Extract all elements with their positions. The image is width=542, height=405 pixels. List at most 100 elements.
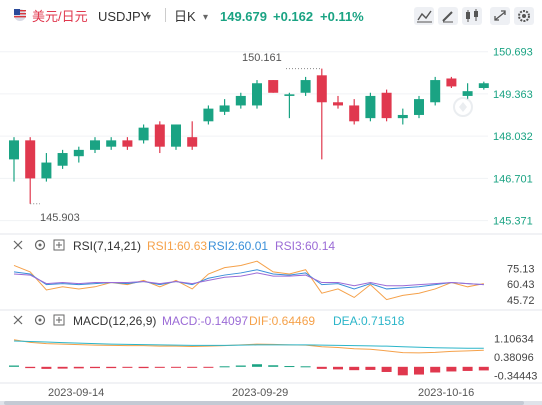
macd-header: MACD(12,26,9) MACD:-0.14097 DIF:0.64469 … xyxy=(13,314,405,328)
rsi-header: RSI(7,14,21) RSI1:60.63 RSI2:60.01 RSI3:… xyxy=(13,239,335,253)
header-divider xyxy=(165,8,166,22)
candle-down xyxy=(333,102,343,106)
dea-line xyxy=(13,340,484,349)
macd-bar xyxy=(397,366,408,376)
macd-tick-label: 0.38096 xyxy=(494,352,534,364)
price-tick-label: 149.363 xyxy=(493,89,533,101)
rsi-lines xyxy=(13,260,484,301)
macd-bar xyxy=(446,366,457,372)
rsi-tick-label: 60.43 xyxy=(507,279,535,291)
macd-bar xyxy=(381,366,392,372)
candle-down xyxy=(122,140,133,147)
candle-up xyxy=(284,94,295,96)
rsi1-value: RSI1:60.63 xyxy=(147,239,207,253)
macd-tick-label: 1.10634 xyxy=(494,333,534,345)
macd-bar xyxy=(333,366,343,370)
date-label: 2023-09-14 xyxy=(48,387,104,399)
price-tick-label: 146.701 xyxy=(493,173,533,185)
candle-down xyxy=(349,105,360,122)
macd-bar xyxy=(268,365,279,367)
pair-label[interactable]: 美元/日元 xyxy=(32,9,88,24)
pencil-icon[interactable] xyxy=(438,7,458,25)
symbol-dropdown-caret[interactable]: ▾ xyxy=(146,12,151,23)
watermark-logo xyxy=(453,97,473,117)
macd-bar xyxy=(316,366,327,369)
rsi-name: RSI(7,14,21) xyxy=(73,239,141,253)
period-label[interactable]: 日K xyxy=(174,9,196,24)
macd-bar xyxy=(478,366,489,371)
close-icon[interactable] xyxy=(13,240,23,250)
macd-histogram xyxy=(9,364,489,376)
macd-bar xyxy=(122,366,133,368)
macd-bar xyxy=(235,365,246,367)
macd-bar xyxy=(462,366,473,371)
candle-up xyxy=(430,80,441,103)
date-label: 2023-09-29 xyxy=(232,387,288,399)
macd-bar xyxy=(430,366,441,373)
candle-up xyxy=(397,114,408,119)
rsi3-value: RSI3:60.14 xyxy=(275,239,335,253)
macd-bar xyxy=(219,366,230,368)
candle-up xyxy=(478,83,489,88)
flag-icon xyxy=(14,9,26,21)
period-dropdown-caret[interactable]: ▾ xyxy=(203,12,208,23)
macd-value: MACD:-0.14097 xyxy=(162,314,248,328)
scroll-thumb[interactable] xyxy=(4,401,524,405)
dif-value: DIF:0.64469 xyxy=(249,314,315,328)
macd-bar xyxy=(365,366,376,370)
date-axis: 2023-09-14 2023-09-29 2023-10-16 xyxy=(0,382,542,399)
current-price: 149.679 xyxy=(220,9,267,24)
date-label: 2023-10-16 xyxy=(418,387,474,399)
candle-up xyxy=(9,140,19,160)
price-tick-label: 150.693 xyxy=(493,47,533,59)
gear-icon[interactable] xyxy=(34,239,46,251)
macd-bar xyxy=(203,366,214,368)
candle-up xyxy=(252,83,262,106)
macd-bar xyxy=(9,365,19,367)
candle-up xyxy=(138,127,149,141)
macd-bar xyxy=(106,366,117,369)
candle-up xyxy=(73,149,84,157)
add-indicator-icon[interactable] xyxy=(53,314,65,326)
close-icon[interactable] xyxy=(13,315,23,325)
candlestick-type-icon[interactable] xyxy=(462,7,482,25)
macd-axis: 1.10634 0.38096 -0.34443 xyxy=(494,333,537,382)
rsi-tick-label: 75.13 xyxy=(507,264,535,276)
candle-down xyxy=(316,75,327,103)
gear-icon[interactable] xyxy=(34,314,46,326)
price-tick-label: 148.032 xyxy=(493,131,533,143)
macd-bar xyxy=(349,366,360,371)
candle-up xyxy=(57,153,68,166)
add-indicator-icon[interactable] xyxy=(53,239,65,251)
macd-bar xyxy=(57,366,68,369)
high-annotation: 150.161 xyxy=(242,52,322,70)
price-change-percent: +0.11% xyxy=(320,9,364,24)
macd-bar xyxy=(25,366,36,369)
low-label: 145.903 xyxy=(40,212,80,224)
candle-down xyxy=(187,137,198,147)
price-change: +0.162 xyxy=(273,9,313,24)
low-annotation: 145.903 xyxy=(30,203,80,224)
expand-icon[interactable] xyxy=(490,7,510,25)
candle-down xyxy=(381,92,392,119)
rsi-axis: 75.13 60.43 45.72 xyxy=(507,264,535,307)
candle-up xyxy=(300,80,311,93)
header-bar: 美元/日元 USDJPY ▾ 日K ▾ 149.679 +0.162 +0.11… xyxy=(14,7,534,25)
rsi1-line xyxy=(13,260,484,301)
macd-bar xyxy=(41,366,52,369)
macd-bar xyxy=(300,366,311,368)
settings-icon[interactable] xyxy=(514,7,534,25)
macd-bar xyxy=(414,366,424,375)
symbol-label[interactable]: USDJPY xyxy=(98,9,150,24)
macd-lines xyxy=(13,339,484,354)
rsi3-line xyxy=(13,272,484,287)
candles xyxy=(9,68,489,204)
macd-bar xyxy=(187,366,198,368)
price-axis: 150.693 149.363 148.032 146.701 145.371 xyxy=(493,47,533,228)
price-tick-label: 145.371 xyxy=(493,216,533,228)
candle-up xyxy=(462,91,473,96)
candle-up xyxy=(90,140,100,150)
trend-icon[interactable] xyxy=(414,7,434,25)
macd-bar xyxy=(154,366,165,368)
candle-down xyxy=(25,140,36,179)
